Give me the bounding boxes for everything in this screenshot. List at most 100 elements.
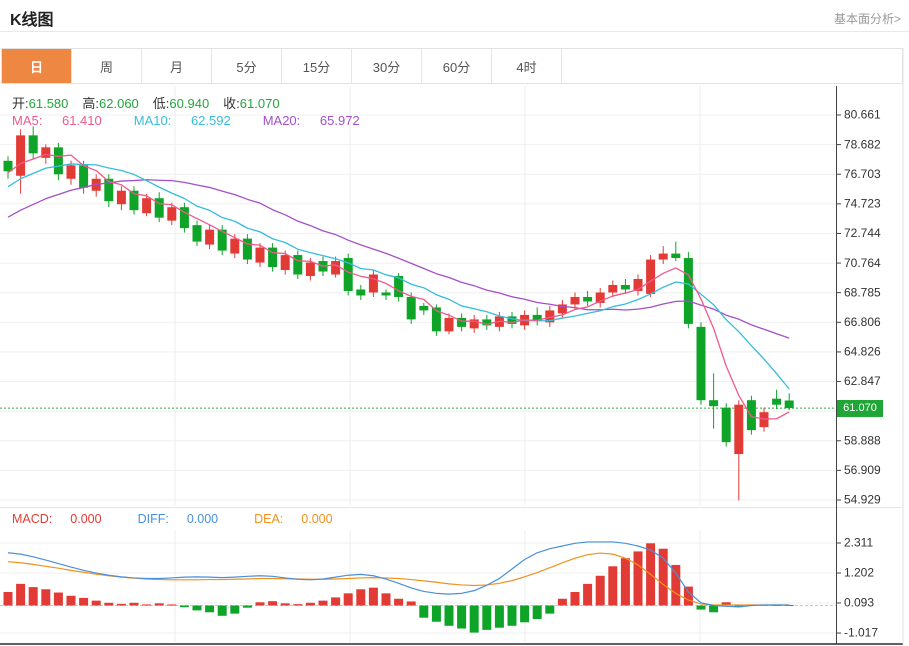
tab-week[interactable]: 周 (72, 49, 142, 83)
candle-body (419, 305, 429, 311)
period-tab-bar: 日 周 月 5分 15分 30分 60分 4时 (1, 48, 903, 84)
diff-line (7, 541, 790, 608)
candle-body (3, 160, 13, 172)
macd-bar (192, 605, 202, 611)
tab-30min[interactable]: 30分 (352, 49, 422, 83)
tab-5min[interactable]: 5分 (212, 49, 282, 83)
ma5-line (7, 153, 790, 420)
candle-body (457, 317, 467, 327)
macd-bar (242, 605, 252, 608)
candle-body (356, 289, 366, 296)
macd-bar (709, 605, 719, 613)
tab-4hour[interactable]: 4时 (492, 49, 562, 83)
candle-body (53, 147, 63, 175)
macd-bar (419, 605, 429, 618)
candle-body (154, 198, 164, 218)
candle-body (406, 296, 416, 320)
header-divider (0, 31, 909, 32)
candle-body (570, 296, 580, 305)
low-value: 60.940 (169, 96, 210, 111)
candle-body (507, 316, 517, 324)
ma20-legend-item: MA20: 65.972 (262, 113, 360, 128)
candle-body (41, 147, 51, 158)
macd-bar (444, 605, 454, 626)
open-label: 开: (12, 96, 29, 111)
candle-body (305, 262, 315, 277)
price-axis-label: 68.785 (844, 285, 881, 299)
current-price-badge: 61.070 (837, 399, 883, 417)
macd-bar (696, 605, 706, 610)
macd-bar (658, 548, 668, 606)
ohlc-legend: 开:61.580 高:62.060 低:60.940 收:61.070 (12, 93, 294, 112)
low-label: 低: (152, 96, 170, 111)
macd-bar (116, 603, 126, 606)
macd-bar (79, 597, 89, 606)
macd-bar (394, 598, 404, 606)
macd-bar (570, 591, 580, 606)
macd-bar (368, 587, 378, 606)
candle-body (746, 400, 756, 431)
macd-bar (482, 605, 492, 630)
macd-bar (532, 605, 542, 620)
high-value: 62.060 (99, 96, 139, 111)
candle-body (620, 284, 630, 290)
macd-bar (608, 566, 618, 606)
macd-bar (356, 589, 366, 606)
fundamental-analysis-link[interactable]: 基本面分析> (833, 12, 901, 26)
macd-bar (520, 605, 530, 623)
candle-body (482, 319, 492, 326)
macd-bar (154, 603, 164, 606)
candle-body (608, 284, 618, 293)
macd-bar (633, 551, 643, 606)
macd-bar (595, 575, 605, 606)
close-value: 61.070 (239, 96, 280, 111)
ma-legend: MA5: 61.410 MA10: 62.592 MA20: 65.972 (12, 113, 392, 128)
candle-body (595, 292, 605, 303)
macd-bar (293, 604, 303, 606)
high-label: 高: (82, 96, 100, 111)
macd-bar (230, 605, 240, 614)
price-axis-label: 58.888 (844, 433, 881, 447)
macd-bar (494, 605, 504, 628)
macd-bar (557, 598, 567, 606)
macd-bar (381, 593, 391, 606)
macd-bar (91, 600, 101, 606)
candle-body (696, 326, 706, 401)
candle-body (142, 198, 152, 214)
macd-bar (457, 605, 467, 629)
tab-month[interactable]: 月 (142, 49, 212, 83)
macd-bar (129, 602, 139, 606)
macd-bar (255, 602, 265, 606)
candle-body (293, 255, 303, 275)
tab-60min[interactable]: 60分 (422, 49, 492, 83)
tab-15min[interactable]: 15分 (282, 49, 352, 83)
macd-bar (167, 604, 177, 606)
macd-bar (545, 605, 555, 614)
price-axis-label: 70.764 (844, 256, 881, 270)
open-value: 61.580 (28, 96, 69, 111)
macd-bar (721, 602, 731, 606)
close-label: 收: (223, 96, 240, 111)
candle-body (671, 253, 681, 259)
tab-day[interactable]: 日 (2, 49, 72, 83)
macd-axis-label: 2.311 (844, 536, 873, 550)
candle-body (721, 407, 731, 443)
candle-body (381, 292, 391, 296)
macd-bar (507, 605, 517, 626)
candle-body (268, 247, 278, 268)
candle-body (205, 229, 215, 245)
macd-bar (343, 593, 353, 606)
price-axis-label: 64.826 (844, 345, 881, 359)
tab-bar-filler (562, 49, 902, 83)
candle-body (104, 178, 114, 202)
macd-bar (683, 586, 693, 606)
macd-bar (280, 603, 290, 606)
macd-bar (331, 597, 341, 606)
macd-bar (205, 605, 215, 613)
candle-body (368, 274, 378, 293)
macd-bar (41, 589, 51, 606)
candle-body (179, 207, 189, 229)
candle-body (129, 190, 139, 211)
